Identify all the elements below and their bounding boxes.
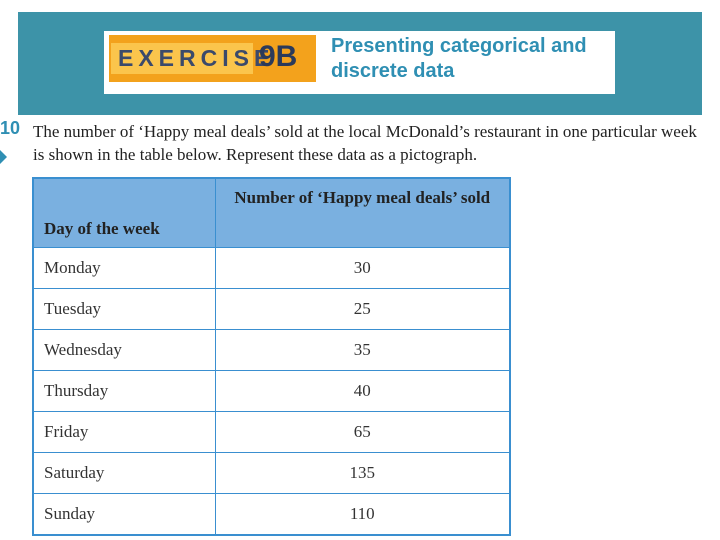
count-cell: 30 xyxy=(215,247,511,289)
count-cell: 110 xyxy=(215,493,511,536)
day-cell: Wednesday xyxy=(33,329,216,371)
table-row: Friday 65 xyxy=(33,411,511,453)
day-cell: Tuesday xyxy=(33,288,216,330)
day-cell: Monday xyxy=(33,247,216,289)
section-title: Presenting categorical and discrete data xyxy=(331,35,587,82)
header-band: EXERCISE 9B Presenting categorical and d… xyxy=(18,12,702,115)
day-cell: Saturday xyxy=(33,452,216,494)
exercise-label-strip xyxy=(111,43,253,74)
day-cell: Friday xyxy=(33,411,216,453)
arrow-right-icon xyxy=(0,150,7,164)
table-row: Wednesday 35 xyxy=(33,329,511,371)
day-cell: Thursday xyxy=(33,370,216,412)
table-row: Thursday 40 xyxy=(33,370,511,412)
table-row: Sunday 110 xyxy=(33,493,511,536)
table-row: Tuesday 25 xyxy=(33,288,511,330)
count-cell: 35 xyxy=(215,329,511,371)
count-cell: 135 xyxy=(215,452,511,494)
count-cell: 65 xyxy=(215,411,511,453)
question-number: 10 xyxy=(0,118,21,138)
table-row: Monday 30 xyxy=(33,247,511,289)
count-cell: 25 xyxy=(215,288,511,330)
column-header-day: Day of the week xyxy=(32,177,216,248)
count-cell: 40 xyxy=(215,370,511,412)
data-table: Day of the week Number of ‘Happy meal de… xyxy=(32,177,511,536)
table-row: Saturday 135 xyxy=(33,452,511,494)
column-header-count: Number of ‘Happy meal deals’ sold xyxy=(214,177,511,248)
exercise-badge: EXERCISE 9B xyxy=(109,35,316,82)
question-text: The number of ‘Happy meal deals’ sold at… xyxy=(33,122,697,164)
table-header-row: Day of the week Number of ‘Happy meal de… xyxy=(32,177,511,248)
title-card: EXERCISE 9B Presenting categorical and d… xyxy=(104,31,615,94)
day-cell: Sunday xyxy=(33,493,216,536)
exercise-number: 9B xyxy=(259,40,298,73)
exercise-word: EXERCISE xyxy=(118,45,275,71)
